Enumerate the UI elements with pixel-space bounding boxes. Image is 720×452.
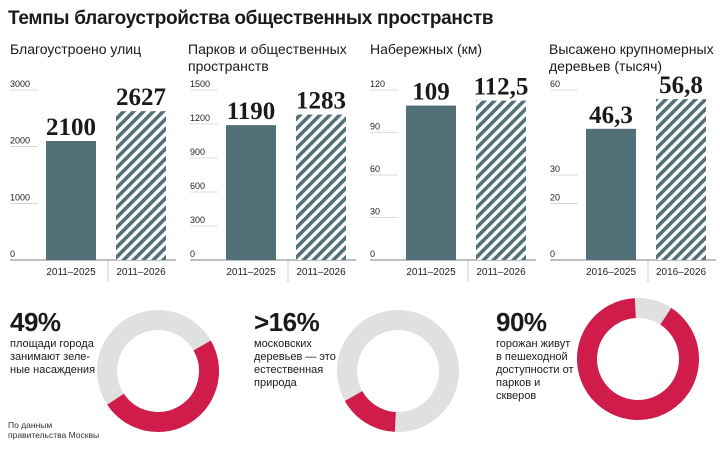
y-tick-label: 60 [370, 164, 380, 174]
bar-current [476, 100, 526, 260]
category-label: 2011–2025 [46, 267, 96, 278]
y-tick-label: 0 [10, 249, 15, 259]
y-tick-label: 600 [190, 181, 205, 191]
y-tick-label: 20 [550, 192, 560, 202]
bar-value-label: 2100 [46, 114, 96, 141]
chart-title-streets: Благоустроено улиц [10, 41, 142, 57]
bar-chart-parks: 0 300 600 900 1200 1500 1190 2011–2025 1283 2011–… [188, 79, 358, 286]
bar-current [296, 114, 346, 260]
stat-green-areas: 49% площади города занимают зеле-ные нас… [10, 308, 108, 377]
y-tick-label: 30 [370, 207, 380, 217]
y-tick-label: 3000 [10, 79, 30, 89]
bar-previous [46, 141, 96, 260]
bar-previous [406, 105, 456, 260]
chart-title-trees: Высажено крупномерных деревьев (тысяч) [549, 41, 714, 74]
stat-walking-distance-value: 90% [496, 307, 547, 337]
donut-share-segment [577, 298, 699, 420]
y-tick-label: 0 [550, 249, 555, 259]
bar-chart-svg: 0 1000 2000 3000 2100 2011–2025 2627 2011–2026 [10, 79, 176, 282]
bar-current [656, 99, 706, 260]
y-tick-label: 30 [550, 164, 560, 174]
stat-natural-trees-text: московских деревьев — это естественная п… [254, 338, 336, 389]
bar-chart-embankments: 0 30 60 90 120 109 2011–2025 112,5 2011–2026 [368, 74, 538, 286]
y-tick-label: 900 [190, 147, 205, 157]
bar-value-label: 46,3 [589, 102, 633, 129]
donut-share-segment [107, 340, 219, 432]
y-tick-label: 300 [190, 215, 205, 225]
stat-green-areas-text: площади города занимают зеле-ные насажде… [10, 338, 96, 376]
category-label: 2011–2026 [476, 267, 526, 278]
stat-green-areas-value: 49% [10, 307, 61, 337]
bar-chart-streets: 0 1000 2000 3000 2100 2011–2025 2627 2011–2026 [8, 79, 178, 286]
donut-share-segment [344, 390, 397, 432]
bar-chart-svg: 0 30 60 90 120 109 2011–2025 112,5 2011–2026 [370, 74, 536, 282]
category-label: 2011–2026 [296, 267, 346, 278]
bar-chart-svg: 0 300 600 900 1200 1500 1190 2011–2025 1283 2011–… [190, 79, 356, 282]
y-tick-label: 60 [550, 79, 560, 89]
bar-previous [586, 128, 636, 260]
stat-walking-distance: 90% горожан живут в пешеходной доступнос… [496, 308, 578, 403]
donut-green-areas [97, 310, 219, 432]
y-tick-label: 90 [370, 122, 380, 132]
page-title: Темпы благоустройства общественных прост… [8, 8, 494, 29]
y-tick-label: 1200 [190, 113, 210, 123]
source-note: По данным правительства Москвы [8, 420, 100, 440]
chart-title-embankments: Набережных (км) [370, 41, 483, 57]
category-label: 2011–2025 [226, 267, 276, 278]
y-tick-label: 2000 [10, 136, 30, 146]
stat-natural-trees: >16% московских деревьев — это естествен… [254, 308, 346, 390]
chart-title-parks: Парков и общественных пространств [188, 41, 347, 74]
bar-value-label: 112,5 [474, 74, 529, 101]
stat-walking-distance-text: горожан живут в пешеходной доступности о… [496, 338, 574, 402]
category-label: 2016–2025 [586, 267, 636, 278]
y-tick-label: 120 [370, 79, 385, 89]
category-label: 2011–2025 [406, 267, 456, 278]
category-label: 2011–2026 [116, 267, 166, 278]
bar-previous [226, 125, 276, 260]
bar-value-label: 56,8 [659, 72, 703, 99]
bar-chart-trees: 0 20 30 60 46,3 2016–2025 56,8 2016–2026 [548, 72, 718, 286]
bar-value-label: 1190 [227, 98, 276, 125]
bar-value-label: 2627 [116, 84, 166, 111]
bar-chart-svg: 0 20 30 60 46,3 2016–2025 56,8 2016–2026 [550, 72, 716, 282]
donut-walking-distance [577, 298, 699, 420]
y-tick-label: 1000 [10, 192, 30, 202]
category-label: 2016–2026 [656, 267, 706, 278]
donut-natural-trees [337, 310, 459, 432]
donut-remainder [337, 310, 459, 432]
bar-value-label: 109 [412, 79, 450, 106]
y-tick-label: 0 [190, 249, 195, 259]
bar-value-label: 1283 [296, 88, 346, 115]
bar-current [116, 111, 166, 261]
stat-natural-trees-value: >16% [254, 307, 320, 337]
y-tick-label: 1500 [190, 79, 210, 89]
y-tick-label: 0 [370, 249, 375, 259]
